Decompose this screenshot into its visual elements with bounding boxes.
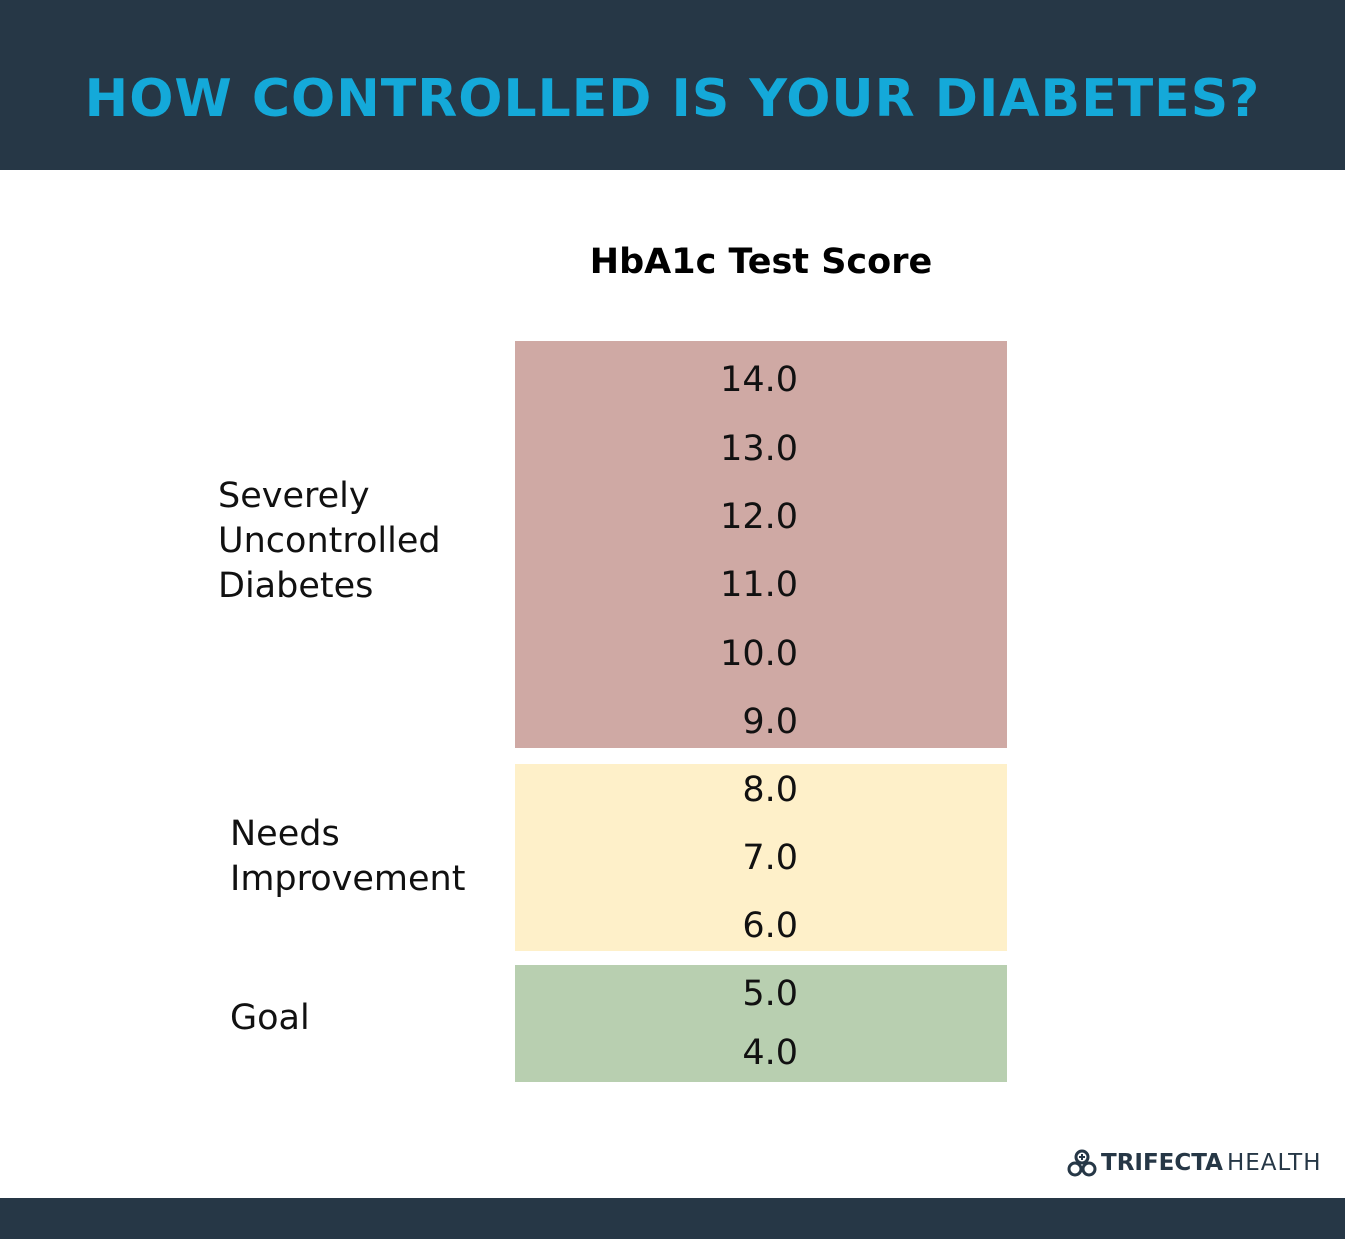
label-line: Improvement bbox=[230, 859, 466, 899]
label-line: Uncontrolled bbox=[218, 521, 441, 561]
label-line: Diabetes bbox=[218, 566, 374, 606]
header-bar bbox=[0, 0, 1345, 170]
label-severe: Severely Uncontrolled Diabetes bbox=[218, 474, 441, 609]
trifecta-logo: TRIFECTA HEALTH bbox=[1067, 1148, 1322, 1178]
score-value: 14.0 bbox=[720, 360, 798, 400]
label-line: Needs bbox=[230, 814, 340, 854]
score-value: 7.0 bbox=[742, 838, 798, 878]
score-value: 6.0 bbox=[742, 906, 798, 946]
score-value: 4.0 bbox=[742, 1033, 798, 1073]
label-needs-improvement: Needs Improvement bbox=[230, 812, 465, 902]
band-goal bbox=[515, 965, 1007, 1082]
score-value: 11.0 bbox=[720, 565, 798, 605]
trifecta-logo-icon bbox=[1067, 1149, 1097, 1177]
score-value: 5.0 bbox=[742, 974, 798, 1014]
score-value: 12.0 bbox=[720, 497, 798, 537]
page-title: HOW CONTROLLED IS YOUR DIABETES? bbox=[84, 69, 1261, 129]
footer-bar bbox=[0, 1198, 1345, 1239]
label-line: Severely bbox=[218, 476, 370, 516]
score-value: 8.0 bbox=[742, 770, 798, 810]
label-line: Goal bbox=[230, 998, 310, 1038]
band-severe bbox=[515, 341, 1007, 748]
logo-light-text: HEALTH bbox=[1226, 1150, 1322, 1176]
band-needs-improvement bbox=[515, 764, 1007, 951]
score-value: 13.0 bbox=[720, 429, 798, 469]
logo-bold-text: TRIFECTA bbox=[1101, 1150, 1223, 1176]
column-title: HbA1c Test Score bbox=[589, 242, 933, 282]
score-value: 9.0 bbox=[742, 702, 798, 742]
score-value: 10.0 bbox=[720, 634, 798, 674]
label-goal: Goal bbox=[230, 996, 310, 1041]
